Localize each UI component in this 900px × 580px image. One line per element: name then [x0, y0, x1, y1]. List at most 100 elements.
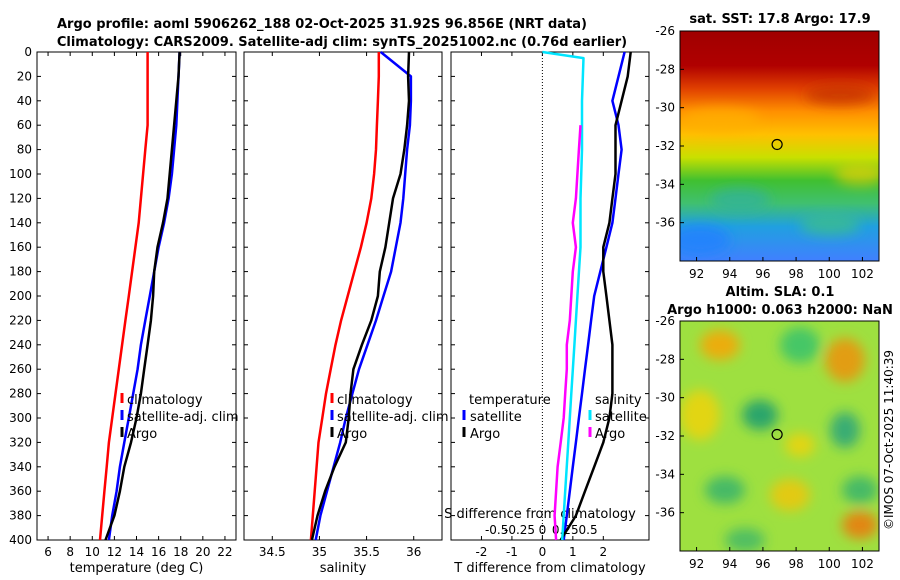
title-line1: Argo profile: aoml 5906262_188 02-Oct-20… — [57, 17, 587, 32]
series-s-satellite — [542, 50, 585, 541]
map-y-tick-label: -30 — [655, 391, 675, 405]
map-y-tick-label: -32 — [655, 429, 675, 443]
sst-argo-marker — [771, 138, 783, 151]
map-x-tick-label: 96 — [755, 267, 770, 281]
y-tick-label: 160 — [9, 240, 32, 254]
salinity-frame — [243, 51, 443, 541]
x-tick-label: -2 — [475, 545, 487, 559]
legend-label: satellite-adj. clim — [337, 410, 449, 425]
series-satellite-adj-clim — [107, 51, 181, 541]
difference-xlabel: T difference from climatology — [453, 561, 646, 576]
y-tick-label: 360 — [9, 484, 32, 498]
salinity-xlabel: salinity — [320, 561, 367, 576]
temperature-panel: 6 8 10 12 14 16 18 20 22020406080100120140160180… — [9, 45, 239, 576]
watermark: ©IMOS 07-Oct-2025 11:40:39 — [882, 350, 896, 530]
x-tick-label: 34.5 — [259, 545, 286, 559]
y-tick-label: 0 — [24, 45, 32, 59]
x-tick-label: 6 — [44, 545, 52, 559]
map-x-tick-label: 92 — [689, 557, 704, 571]
y-tick-label: 20 — [17, 69, 32, 83]
x-tick-label: 18 — [173, 545, 188, 559]
series-argo — [104, 51, 181, 541]
legend-label: climatology — [127, 393, 203, 408]
y-tick-label: 240 — [9, 338, 32, 352]
sdiff-tick-label: 0 — [539, 523, 547, 537]
series-t-satellite — [562, 51, 626, 541]
sdiff-tick-label: -0.5 — [485, 523, 508, 537]
y-tick-label: 120 — [9, 191, 32, 205]
map-y-tick-label: -28 — [655, 352, 675, 366]
map-x-tick-label: 100 — [818, 557, 841, 571]
map-y-tick-label: -36 — [655, 216, 675, 230]
sst-map: sat. SST: 17.8 Argo: 17.9 92 94 96 98 100 102… — [655, 12, 880, 281]
sdiff-tick-label: 0.5 — [579, 523, 598, 537]
legend-label: satellite — [595, 410, 647, 425]
sdiff-xlabel: S difference from climatology — [444, 507, 636, 522]
sla-map: Altim. SLA: 0.1 Argo h1000: 0.063 h2000:… — [655, 285, 892, 571]
y-tick-label: 260 — [9, 362, 32, 376]
temperature-frame — [36, 51, 237, 541]
difference-panel: -2 -1 0 1 2 T difference from climatology S di… — [444, 50, 650, 576]
y-tick-label: 300 — [9, 411, 32, 425]
y-tick-label: 60 — [17, 118, 32, 132]
temperature-xlabel: temperature (deg C) — [70, 561, 204, 576]
legend-label: Argo — [337, 427, 367, 442]
x-tick-label: 1 — [569, 545, 577, 559]
x-tick-label: -1 — [506, 545, 518, 559]
y-tick-label: 280 — [9, 387, 32, 401]
legend-label: salinity — [595, 393, 642, 408]
map-x-tick-label: 98 — [788, 557, 803, 571]
x-tick-label: 20 — [195, 545, 210, 559]
map-y-tick-label: -30 — [655, 101, 675, 115]
map-x-tick-label: 94 — [722, 557, 737, 571]
map-x-tick-label: 92 — [689, 267, 704, 281]
sla-argo-marker — [771, 428, 783, 441]
x-tick-label: 10 — [85, 545, 100, 559]
y-tick-label: 220 — [9, 313, 32, 327]
legend-label: temperature — [469, 393, 551, 408]
salinity-panel: 34.5 35 35.5 36 salinity climatology satellite… — [243, 51, 449, 576]
map-x-tick-label: 98 — [788, 267, 803, 281]
legend-label: Argo — [127, 427, 157, 442]
legend-label: satellite — [470, 410, 522, 425]
y-tick-label: 200 — [9, 289, 32, 303]
y-tick-label: 340 — [9, 460, 32, 474]
map-x-tick-label: 102 — [851, 267, 874, 281]
y-tick-label: 320 — [9, 435, 32, 449]
map-y-tick-label: -34 — [655, 467, 675, 481]
series-s-argo — [553, 125, 582, 541]
map-y-tick-label: -34 — [655, 177, 675, 191]
y-tick-label: 80 — [17, 143, 32, 157]
map-x-tick-label: 100 — [818, 267, 841, 281]
title-line2: Climatology: CARS2009. Satellite-adj cli… — [57, 35, 627, 50]
series-satellite-adj-clim — [314, 51, 413, 541]
sla-map-subtitle: Argo h1000: 0.063 h2000: NaN — [667, 303, 893, 318]
sla-map-title: Altim. SLA: 0.1 — [726, 285, 835, 300]
sdiff-tick-label: -0.25 — [504, 523, 535, 537]
legend-label: satellite-adj. clim — [127, 410, 239, 425]
x-tick-label: 36 — [406, 545, 421, 559]
y-tick-label: 180 — [9, 265, 32, 279]
series-argo — [310, 51, 411, 541]
x-tick-label: 35.5 — [353, 545, 380, 559]
legend-label: Argo — [595, 427, 625, 442]
series-t-argo — [559, 51, 632, 541]
legend-label: Argo — [470, 427, 500, 442]
map-y-tick-label: -26 — [655, 314, 675, 328]
y-tick-label: 40 — [17, 94, 32, 108]
map-x-tick-label: 102 — [851, 557, 874, 571]
map-x-tick-label: 96 — [755, 557, 770, 571]
x-tick-label: 12 — [107, 545, 122, 559]
y-tick-label: 400 — [9, 533, 32, 547]
map-y-tick-label: -28 — [655, 62, 675, 76]
x-tick-label: 14 — [129, 545, 144, 559]
legend-label: climatology — [337, 393, 413, 408]
y-tick-label: 380 — [9, 509, 32, 523]
map-y-tick-label: -26 — [655, 24, 675, 38]
map-y-tick-label: -36 — [655, 506, 675, 520]
x-tick-label: 35 — [312, 545, 327, 559]
x-tick-label: 0 — [539, 545, 547, 559]
series-climatology — [309, 52, 381, 541]
x-tick-label: 16 — [151, 545, 166, 559]
